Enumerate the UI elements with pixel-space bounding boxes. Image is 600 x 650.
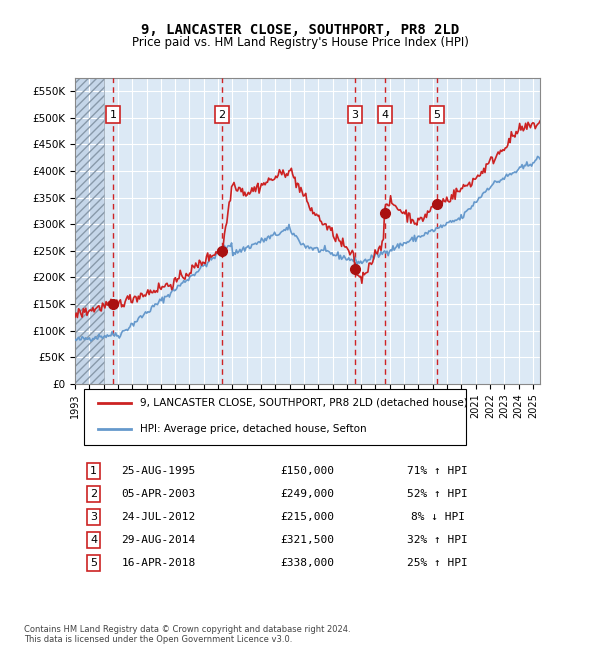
Text: 5: 5 (90, 558, 97, 568)
Text: £215,000: £215,000 (281, 512, 335, 522)
Text: 9, LANCASTER CLOSE, SOUTHPORT, PR8 2LD (detached house): 9, LANCASTER CLOSE, SOUTHPORT, PR8 2LD (… (140, 398, 468, 408)
Text: 3: 3 (352, 110, 358, 120)
Text: £338,000: £338,000 (281, 558, 335, 568)
Text: 9, LANCASTER CLOSE, SOUTHPORT, PR8 2LD: 9, LANCASTER CLOSE, SOUTHPORT, PR8 2LD (141, 23, 459, 37)
Text: 25% ↑ HPI: 25% ↑ HPI (407, 558, 468, 568)
Text: 4: 4 (382, 110, 388, 120)
Text: £249,000: £249,000 (281, 489, 335, 499)
Text: 5: 5 (433, 110, 440, 120)
Text: 1: 1 (90, 466, 97, 476)
Bar (75, 78, 104, 384)
Text: 52% ↑ HPI: 52% ↑ HPI (407, 489, 468, 499)
Text: 16-APR-2018: 16-APR-2018 (122, 558, 196, 568)
Text: 8% ↓ HPI: 8% ↓ HPI (410, 512, 465, 522)
Text: 2: 2 (90, 489, 97, 499)
Text: 1: 1 (109, 110, 116, 120)
Text: 32% ↑ HPI: 32% ↑ HPI (407, 535, 468, 545)
Text: 71% ↑ HPI: 71% ↑ HPI (407, 466, 468, 476)
Text: Price paid vs. HM Land Registry's House Price Index (HPI): Price paid vs. HM Land Registry's House … (131, 36, 469, 49)
Text: Contains HM Land Registry data © Crown copyright and database right 2024.: Contains HM Land Registry data © Crown c… (24, 625, 350, 634)
Bar (75, 78, 104, 384)
Text: 24-JUL-2012: 24-JUL-2012 (122, 512, 196, 522)
Text: 25-AUG-1995: 25-AUG-1995 (122, 466, 196, 476)
Text: HPI: Average price, detached house, Sefton: HPI: Average price, detached house, Seft… (140, 424, 367, 434)
Text: This data is licensed under the Open Government Licence v3.0.: This data is licensed under the Open Gov… (24, 634, 292, 644)
Text: £321,500: £321,500 (281, 535, 335, 545)
Text: 05-APR-2003: 05-APR-2003 (122, 489, 196, 499)
Text: £150,000: £150,000 (281, 466, 335, 476)
Text: 29-AUG-2014: 29-AUG-2014 (122, 535, 196, 545)
Text: 4: 4 (90, 535, 97, 545)
FancyBboxPatch shape (84, 389, 466, 445)
Text: 2: 2 (218, 110, 226, 120)
Text: 3: 3 (90, 512, 97, 522)
